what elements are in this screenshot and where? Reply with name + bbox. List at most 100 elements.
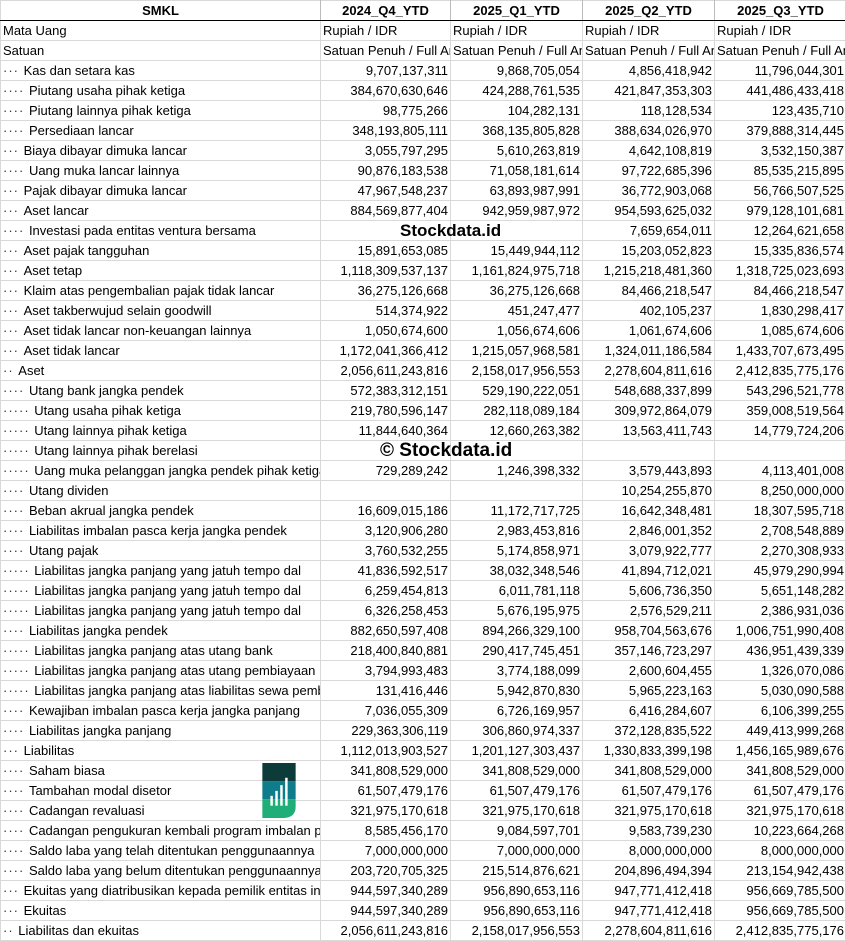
value-cell[interactable]: 1,326,070,086 xyxy=(714,660,845,681)
value-cell[interactable]: 348,193,805,111 xyxy=(320,120,451,141)
value-cell[interactable] xyxy=(450,440,583,461)
value-cell[interactable]: 61,507,479,176 xyxy=(714,780,845,801)
value-cell[interactable]: 5,651,148,282 xyxy=(714,580,845,601)
value-cell[interactable] xyxy=(714,440,845,461)
value-cell[interactable]: 882,650,597,408 xyxy=(320,620,451,641)
value-cell[interactable]: 372,128,835,522 xyxy=(582,720,715,741)
value-cell[interactable]: 2,270,308,933 xyxy=(714,540,845,561)
value-cell[interactable]: 5,606,736,350 xyxy=(582,580,715,601)
value-cell[interactable]: 309,972,864,079 xyxy=(582,400,715,421)
row-label[interactable]: ····· Liabilitas jangka panjang atas lia… xyxy=(0,680,321,701)
value-cell[interactable]: 3,794,993,483 xyxy=(320,660,451,681)
value-cell[interactable]: 41,836,592,517 xyxy=(320,560,451,581)
value-cell[interactable]: 56,766,507,525 xyxy=(714,180,845,201)
value-cell[interactable]: 1,324,011,186,584 xyxy=(582,340,715,361)
row-label[interactable]: ····· Utang lainnya pihak ketiga xyxy=(0,420,321,441)
value-cell[interactable]: 379,888,314,445 xyxy=(714,120,845,141)
value-cell[interactable]: 5,942,870,830 xyxy=(450,680,583,701)
value-cell[interactable]: 894,266,329,100 xyxy=(450,620,583,641)
value-cell[interactable]: 5,030,090,588 xyxy=(714,680,845,701)
value-cell[interactable]: 61,507,479,176 xyxy=(320,780,451,801)
value-cell[interactable]: 6,106,399,255 xyxy=(714,700,845,721)
value-cell[interactable]: 10,223,664,268 xyxy=(714,820,845,841)
value-cell[interactable]: 2,158,017,956,553 xyxy=(450,360,583,381)
value-cell[interactable]: 16,642,348,481 xyxy=(582,500,715,521)
value-cell[interactable]: 2,278,604,811,616 xyxy=(582,360,715,381)
value-cell[interactable]: 84,466,218,547 xyxy=(582,280,715,301)
row-label[interactable]: ···· Liabilitas imbalan pasca kerja jang… xyxy=(0,520,321,541)
value-cell[interactable]: 2,600,604,455 xyxy=(582,660,715,681)
value-cell[interactable]: 8,585,456,170 xyxy=(320,820,451,841)
row-label[interactable]: ····· Liabilitas jangka panjang yang jat… xyxy=(0,580,321,601)
row-label[interactable]: ···· Piutang usaha pihak ketiga xyxy=(0,80,321,101)
row-label[interactable]: ···· Cadangan pengukuran kembali program… xyxy=(0,820,321,841)
value-cell[interactable]: 18,307,595,718 xyxy=(714,500,845,521)
value-cell[interactable]: 1,330,833,399,198 xyxy=(582,740,715,761)
value-cell[interactable] xyxy=(582,440,715,461)
value-cell[interactable]: 36,772,903,068 xyxy=(582,180,715,201)
value-cell[interactable]: 2,056,611,243,816 xyxy=(320,920,451,941)
value-cell[interactable]: 958,704,563,676 xyxy=(582,620,715,641)
value-cell[interactable]: 47,967,548,237 xyxy=(320,180,451,201)
meta-cell[interactable]: Satuan Penuh / Full Amount xyxy=(320,40,451,61)
value-cell[interactable]: 6,726,169,957 xyxy=(450,700,583,721)
value-cell[interactable]: 884,569,877,404 xyxy=(320,200,451,221)
value-cell[interactable]: 944,597,340,289 xyxy=(320,880,451,901)
value-cell[interactable]: 388,634,026,970 xyxy=(582,120,715,141)
value-cell[interactable]: 441,486,433,418 xyxy=(714,80,845,101)
value-cell[interactable]: 1,050,674,600 xyxy=(320,320,451,341)
value-cell[interactable]: 1,215,218,481,360 xyxy=(582,260,715,281)
value-cell[interactable]: 2,412,835,775,176 xyxy=(714,920,845,941)
value-cell[interactable]: 11,844,640,364 xyxy=(320,420,451,441)
value-cell[interactable]: 1,006,751,990,408 xyxy=(714,620,845,641)
value-cell[interactable]: 90,876,183,538 xyxy=(320,160,451,181)
value-cell[interactable]: 97,722,685,396 xyxy=(582,160,715,181)
value-cell[interactable]: 98,775,266 xyxy=(320,100,451,121)
row-label[interactable]: ···· Investasi pada entitas ventura bers… xyxy=(0,220,321,241)
value-cell[interactable]: 15,891,653,085 xyxy=(320,240,451,261)
value-cell[interactable]: 7,036,055,309 xyxy=(320,700,451,721)
value-cell[interactable]: 1,061,674,606 xyxy=(582,320,715,341)
value-cell[interactable]: 368,135,805,828 xyxy=(450,120,583,141)
meta-cell[interactable]: Rupiah / IDR xyxy=(450,20,583,41)
meta-cell[interactable]: Rupiah / IDR xyxy=(714,20,845,41)
value-cell[interactable]: 218,400,840,881 xyxy=(320,640,451,661)
value-cell[interactable]: 2,708,548,889 xyxy=(714,520,845,541)
value-cell[interactable] xyxy=(320,220,451,241)
value-cell[interactable]: 2,983,453,816 xyxy=(450,520,583,541)
row-label[interactable]: ·· Aset xyxy=(0,360,321,381)
value-cell[interactable]: 947,771,412,418 xyxy=(582,900,715,921)
value-cell[interactable]: 8,000,000,000 xyxy=(714,840,845,861)
row-label[interactable]: ··· Ekuitas yang diatribusikan kepada pe… xyxy=(0,880,321,901)
value-cell[interactable]: 41,894,712,021 xyxy=(582,560,715,581)
value-cell[interactable]: 1,112,013,903,527 xyxy=(320,740,451,761)
value-cell[interactable]: 131,416,446 xyxy=(320,680,451,701)
value-cell[interactable]: 954,593,625,032 xyxy=(582,200,715,221)
row-label[interactable]: ····· Liabilitas jangka panjang atas uta… xyxy=(0,640,321,661)
row-label[interactable]: ···· Persediaan lancar xyxy=(0,120,321,141)
value-cell[interactable]: 1,056,674,606 xyxy=(450,320,583,341)
value-cell[interactable]: 5,676,195,975 xyxy=(450,600,583,621)
row-label[interactable]: ····· Liabilitas jangka panjang yang jat… xyxy=(0,560,321,581)
value-cell[interactable]: 61,507,479,176 xyxy=(450,780,583,801)
value-cell[interactable]: 548,688,337,899 xyxy=(582,380,715,401)
value-cell[interactable]: 2,158,017,956,553 xyxy=(450,920,583,941)
value-cell[interactable]: 36,275,126,668 xyxy=(320,280,451,301)
value-cell[interactable]: 357,146,723,297 xyxy=(582,640,715,661)
value-cell[interactable]: 45,979,290,994 xyxy=(714,560,845,581)
row-label[interactable]: ···· Utang pajak xyxy=(0,540,321,561)
row-label[interactable]: ··· Ekuitas xyxy=(0,900,321,921)
row-label[interactable]: ·· Liabilitas dan ekuitas xyxy=(0,920,321,941)
value-cell[interactable]: 9,084,597,701 xyxy=(450,820,583,841)
meta-label[interactable]: Mata Uang xyxy=(0,20,321,41)
value-cell[interactable]: 5,965,223,163 xyxy=(582,680,715,701)
value-cell[interactable]: 118,128,534 xyxy=(582,100,715,121)
row-label[interactable]: ···· Uang muka lancar lainnya xyxy=(0,160,321,181)
value-cell[interactable]: 402,105,237 xyxy=(582,300,715,321)
value-cell[interactable]: 572,383,312,151 xyxy=(320,380,451,401)
period-header[interactable]: 2025_Q3_YTD xyxy=(714,0,845,21)
value-cell[interactable]: 8,250,000,000 xyxy=(714,480,845,501)
value-cell[interactable]: 1,246,398,332 xyxy=(450,460,583,481)
value-cell[interactable]: 3,774,188,099 xyxy=(450,660,583,681)
row-label[interactable]: ··· Liabilitas xyxy=(0,740,321,761)
